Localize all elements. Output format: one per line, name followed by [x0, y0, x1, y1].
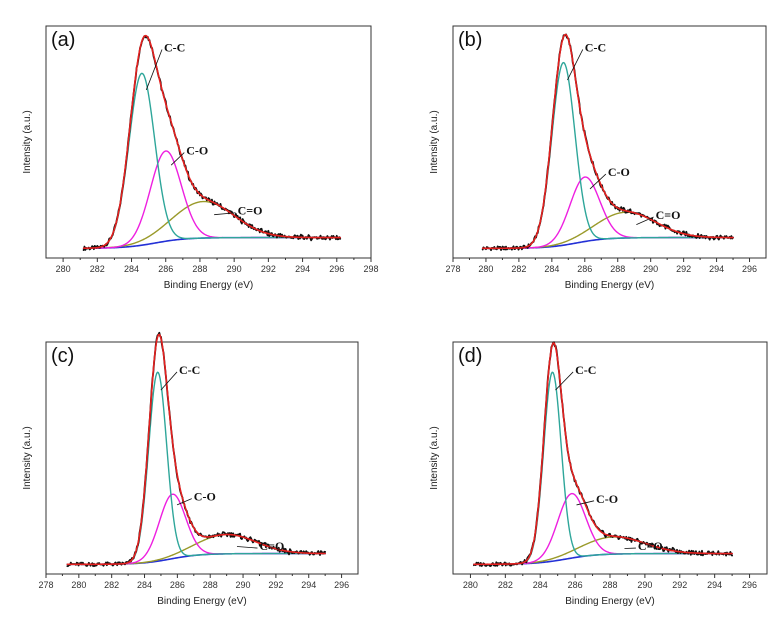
x-tick-label: 278	[38, 580, 53, 590]
c-c-component-curve	[82, 72, 341, 249]
peak-annotation: C=O	[638, 539, 663, 553]
x-tick-label: 288	[610, 264, 625, 274]
peak-annotation: C=O	[259, 539, 284, 553]
annotation-arrow	[555, 371, 574, 391]
x-tick-label: 284	[124, 264, 139, 274]
y-axis-title: Intensity (a.u.)	[22, 110, 33, 173]
plot-frame	[452, 341, 768, 575]
x-tick-label: 292	[261, 264, 276, 274]
annotation-arrow	[214, 212, 236, 216]
c-eq-o-component-curve	[481, 211, 734, 250]
x-tick-label: 294	[301, 580, 316, 590]
panel-b: 278 280 282 284 286 288 290 292 294 296 Binding En…	[429, 25, 767, 291]
x-axis-title: Binding Energy (eV)	[164, 280, 254, 291]
x-axis-title: Binding Energy (eV)	[157, 596, 247, 607]
x-tick-label: 292	[268, 580, 283, 590]
x-tick-label: 290	[643, 264, 658, 274]
annotation-arrow	[589, 173, 607, 190]
x-tick-label: 290	[227, 264, 242, 274]
x-axis-title: Binding Energy (eV)	[565, 596, 655, 607]
x-tick-label: 288	[602, 580, 617, 590]
x-tick-label: 286	[568, 580, 583, 590]
plot-frame	[45, 341, 359, 575]
x-tick-label: 280	[71, 580, 86, 590]
x-tick-label: 284	[544, 264, 559, 274]
x-tick-label: 278	[445, 264, 460, 274]
x-tick-label: 288	[203, 580, 218, 590]
c-c-component-curve	[66, 371, 326, 566]
panel-label: (b)	[458, 29, 482, 51]
annotation-arrow	[636, 216, 654, 225]
x-tick-label: 282	[498, 580, 513, 590]
c-eq-o-component-curve	[82, 200, 341, 249]
peak-annotation: C-O	[186, 144, 208, 158]
annotation-arrow	[170, 152, 185, 166]
x-tick-label: 298	[363, 264, 378, 274]
panel-a: 280 282 284 286 288 290 292 294 296 298 Binding En…	[22, 25, 379, 291]
y-axis-title: Intensity (a.u.)	[429, 426, 440, 489]
x-tick-label: 286	[158, 264, 173, 274]
peak-annotation: C-C	[179, 363, 200, 377]
y-axis-title: Intensity (a.u.)	[22, 426, 33, 489]
fit-envelope-curve	[473, 342, 733, 566]
annotation-arrow	[160, 371, 178, 391]
annotation-arrow	[176, 498, 192, 506]
peak-annotation: C=O	[238, 204, 263, 218]
panel-label: (a)	[51, 29, 75, 51]
x-tick-label: 284	[533, 580, 548, 590]
c-c-component-curve	[473, 371, 733, 565]
x-tick-label: 282	[90, 264, 105, 274]
x-tick-label: 280	[56, 264, 71, 274]
x-tick-label: 286	[577, 264, 592, 274]
peak-annotation: C-C	[164, 40, 185, 54]
panel-label: (c)	[51, 345, 74, 367]
panel-label: (d)	[458, 345, 482, 367]
x-tick-label: 290	[236, 580, 251, 590]
panel-c: 278 280 282 284 286 288 290 292 294 296 Binding En…	[22, 331, 359, 607]
x-tick-label: 294	[707, 580, 722, 590]
peak-annotation: C-C	[585, 40, 606, 54]
fit-envelope-curve	[82, 34, 342, 250]
x-tick-label: 292	[676, 264, 691, 274]
x-tick-label: 294	[709, 264, 724, 274]
plot-frame	[452, 25, 767, 259]
annotation-arrow	[567, 49, 584, 81]
x-tick-label: 282	[511, 264, 526, 274]
panel-d: 280 282 284 286 288 290 292 294 296 Binding Energ…	[429, 341, 768, 607]
peak-annotation: C-O	[194, 490, 216, 504]
x-tick-label: 294	[295, 264, 310, 274]
x-tick-label: 280	[478, 264, 493, 274]
x-tick-label: 290	[637, 580, 652, 590]
annotation-arrow	[576, 500, 595, 506]
x-tick-label: 296	[742, 264, 757, 274]
raw-data-curve	[82, 35, 342, 252]
x-tick-label: 280	[463, 580, 478, 590]
fit-envelope-curve	[66, 333, 326, 566]
peak-annotation: C-O	[596, 492, 618, 506]
y-axis-title: Intensity (a.u.)	[429, 110, 440, 173]
x-tick-label: 296	[334, 580, 349, 590]
x-tick-label: 296	[329, 264, 344, 274]
x-axis-title: Binding Energy (eV)	[565, 280, 655, 291]
plot-frame	[45, 25, 372, 259]
x-tick-label: 288	[192, 264, 207, 274]
x-tick-label: 296	[742, 580, 757, 590]
x-tick-label: 286	[170, 580, 185, 590]
peak-annotation: C=O	[656, 208, 681, 222]
x-tick-label: 284	[137, 580, 152, 590]
annotation-arrow	[236, 546, 258, 549]
peak-annotation: C-O	[608, 165, 630, 179]
fit-envelope-curve	[481, 33, 734, 250]
annotation-arrow	[145, 49, 163, 91]
x-tick-label: 292	[672, 580, 687, 590]
x-tick-label: 282	[104, 580, 119, 590]
peak-annotation: C-C	[575, 363, 596, 377]
